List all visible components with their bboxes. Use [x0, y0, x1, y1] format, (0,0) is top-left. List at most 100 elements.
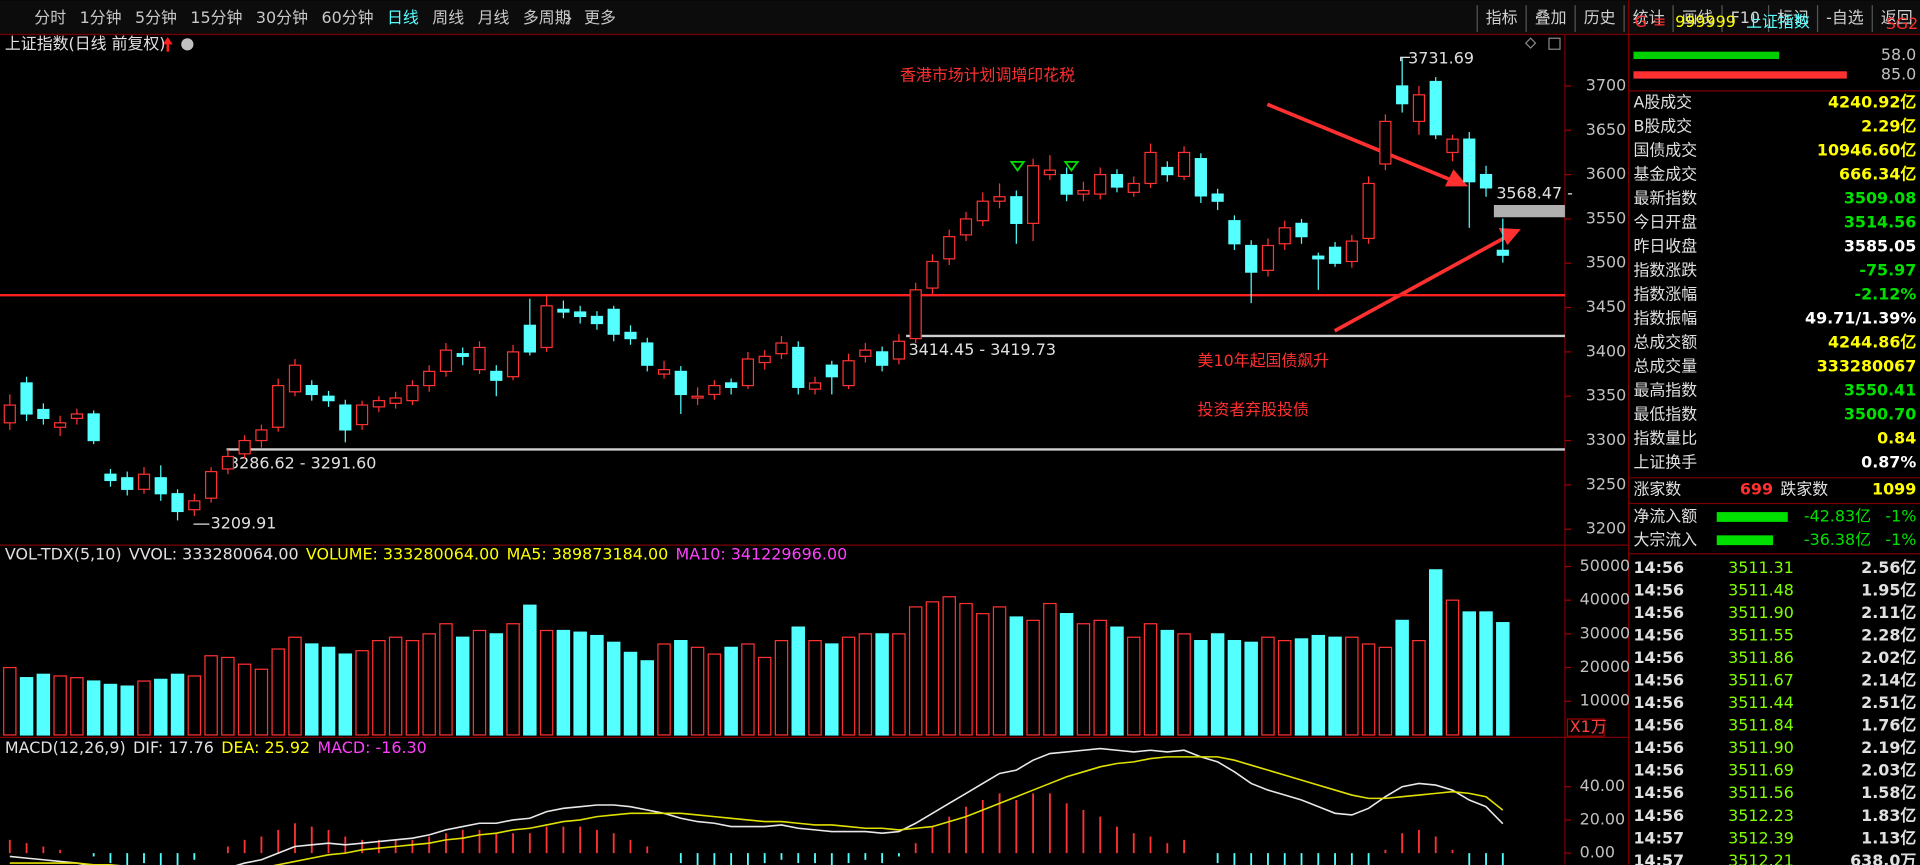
tool-button[interactable]: 返回	[1881, 8, 1913, 27]
volume-bar	[808, 639, 822, 736]
y-tick-label: 3500	[1586, 253, 1626, 272]
tool-button[interactable]: F10	[1731, 8, 1760, 27]
tick-time: 14:56	[1633, 648, 1684, 667]
candle-body	[372, 400, 385, 408]
candle-body	[540, 305, 553, 349]
quote-label: 基金成交	[1633, 165, 1697, 184]
annotation-arrow	[1266, 102, 1462, 186]
period-tab[interactable]: 60分钟	[321, 8, 373, 27]
candle-body	[355, 404, 369, 426]
volume-bar	[690, 646, 705, 736]
candle-body	[339, 404, 352, 431]
period-tab[interactable]: 1分钟	[80, 8, 122, 27]
candle-body	[523, 324, 536, 353]
quote-label: 最新指数	[1633, 189, 1697, 208]
quote-label: 国债成交	[1633, 141, 1697, 160]
volume-bar	[707, 653, 722, 736]
volume-bar	[1009, 616, 1024, 736]
candle-body	[506, 351, 520, 378]
dea-line	[9, 756, 1504, 865]
tick-price: 3512.39	[1728, 828, 1794, 847]
volume-bar	[1244, 641, 1258, 736]
tool-button[interactable]: 标记	[1777, 8, 1809, 27]
y-tick-label: 30000	[1580, 623, 1631, 642]
candle-body	[842, 360, 855, 387]
candle-body	[188, 500, 201, 511]
quote-value: 10946.60亿	[1817, 141, 1917, 160]
tick-amount: 2.56亿	[1861, 558, 1916, 577]
menu-icon[interactable]: ≡	[1653, 12, 1666, 31]
volume-bar	[1328, 636, 1342, 736]
period-tab[interactable]: 周线	[432, 8, 464, 27]
quote-label: 最低指数	[1633, 405, 1697, 424]
candle-body	[1261, 244, 1275, 271]
volume-bar	[120, 685, 134, 736]
period-tab[interactable]: 日线	[387, 8, 419, 27]
indicator-header: VOL-TDX(5,10)	[5, 544, 122, 563]
volume-bar	[237, 663, 252, 736]
candle-body	[976, 200, 989, 222]
tick-price: 3511.48	[1728, 580, 1794, 599]
quote-label: B股成交	[1633, 117, 1692, 136]
period-tab[interactable]: 15分钟	[190, 8, 242, 27]
volume-bar	[221, 656, 235, 736]
indicator-header: DIF: 17.76	[133, 738, 214, 757]
candle-body	[825, 364, 838, 378]
candle-body	[423, 370, 436, 387]
y-tick-label: 20.00	[1580, 809, 1626, 828]
panel-icon[interactable]	[1548, 37, 1561, 50]
tool-button[interactable]: 指标	[1486, 8, 1518, 27]
period-tab[interactable]: 30分钟	[256, 8, 308, 27]
quote-value: 3509.08	[1844, 189, 1916, 208]
tick-amount: 2.02亿	[1861, 648, 1916, 667]
period-tab[interactable]: 分时	[34, 8, 66, 27]
tick-price: 3511.86	[1728, 648, 1794, 667]
volume-bar	[1059, 613, 1074, 736]
candle-body	[909, 289, 922, 340]
period-tab[interactable]: 更多	[584, 8, 616, 27]
y-tick-label: 40.00	[1580, 776, 1626, 795]
volume-bar	[539, 629, 554, 736]
volume-bar	[372, 639, 386, 736]
volume-bar	[1277, 639, 1292, 736]
period-tab[interactable]: 5分钟	[135, 8, 177, 27]
quote-value: 49.71/1.39%	[1805, 309, 1916, 328]
candle-body	[272, 384, 285, 428]
candle-body	[70, 413, 84, 419]
tick-time: 14:56	[1633, 626, 1684, 645]
period-tab[interactable]: 月线	[478, 8, 510, 27]
volume-bar	[1210, 633, 1225, 736]
tool-button[interactable]: -自选	[1826, 8, 1864, 27]
candle-body	[574, 311, 587, 318]
quote-label: 指数量比	[1633, 429, 1697, 448]
candle-body	[1328, 246, 1342, 264]
volume-bar	[774, 639, 789, 736]
volume-bar	[1160, 629, 1175, 736]
volume-bar	[86, 680, 101, 736]
candle-body	[590, 315, 604, 325]
candle-body	[1094, 173, 1107, 195]
tick-time: 14:56	[1633, 761, 1684, 780]
period-tab[interactable]: 多周期	[523, 8, 571, 27]
candle-body	[238, 439, 251, 455]
quote-label: 指数振幅	[1633, 309, 1697, 328]
settings-icon[interactable]	[181, 38, 194, 51]
quote-value: 3585.05	[1844, 237, 1916, 256]
quote-label: A股成交	[1633, 93, 1692, 112]
candle-body	[1043, 169, 1057, 176]
candle-body	[1362, 182, 1375, 240]
tool-button[interactable]: 画线	[1682, 8, 1714, 27]
tool-button[interactable]: 历史	[1584, 8, 1616, 27]
quote-label: 昨日收盘	[1633, 237, 1697, 256]
volume-bar	[741, 643, 755, 736]
volume-bar	[187, 675, 202, 736]
tool-button[interactable]: 叠加	[1535, 8, 1567, 27]
tool-button[interactable]: 统计	[1633, 8, 1665, 27]
volume-bar	[1093, 619, 1107, 736]
candle-body	[1077, 189, 1090, 195]
ratio-bar	[1633, 51, 1780, 60]
volume-bar	[3, 666, 17, 736]
volume-bar	[321, 646, 336, 736]
tick-time: 14:56	[1633, 738, 1684, 757]
tick-time: 14:56	[1633, 671, 1684, 690]
